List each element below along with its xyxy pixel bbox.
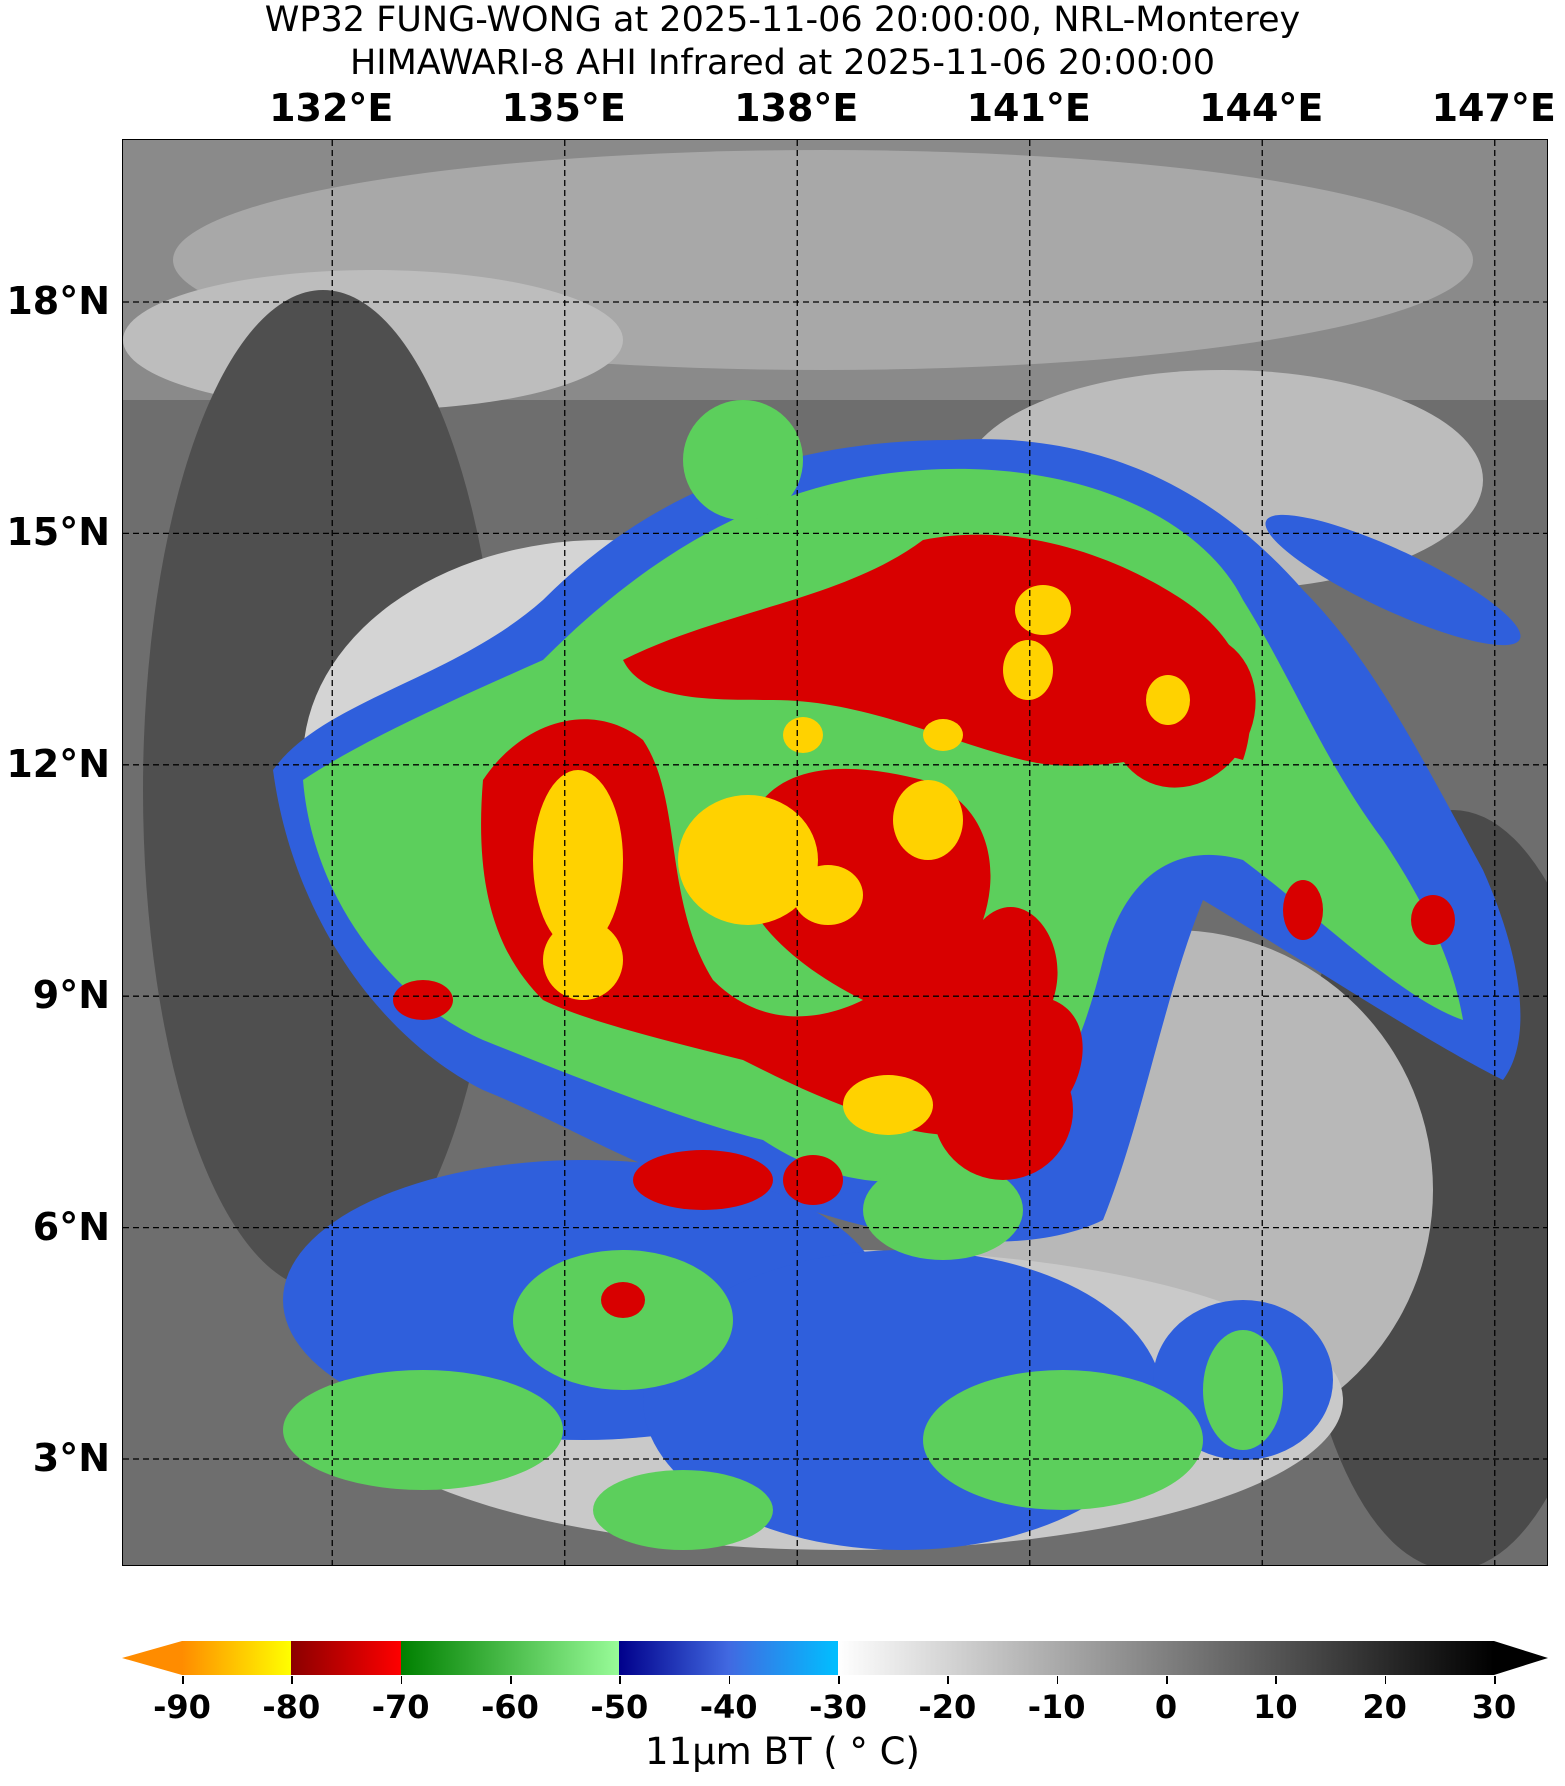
- colorbar-tick-label: -80: [262, 1688, 321, 1726]
- colorbar-tick-label: -90: [153, 1688, 211, 1726]
- gridlines: [123, 140, 1547, 1565]
- colorbar-tick: [400, 1676, 403, 1684]
- latitude-label: 6°N: [32, 1204, 110, 1249]
- colorbar-tick: [291, 1676, 293, 1684]
- longitude-label: 132°E: [269, 86, 394, 130]
- colorbar-segment: [619, 1641, 838, 1675]
- colorbar-tick-label: -60: [481, 1688, 539, 1726]
- cloud-top-yellow: [533, 585, 1190, 1135]
- colorbar-tick: [182, 1676, 184, 1684]
- colorbar-tick-label: -70: [371, 1688, 430, 1726]
- longitude-label: 147°E: [1431, 86, 1556, 130]
- colorbar-tick-label: -40: [699, 1688, 758, 1726]
- colorbar-tick: [1166, 1676, 1168, 1684]
- colorbar-tick-label: -50: [590, 1688, 649, 1726]
- colorbar-tick: [619, 1676, 621, 1684]
- colorbar-tick: [1275, 1676, 1277, 1684]
- longitude-label: 141°E: [966, 86, 1091, 130]
- colorbar-tick-label: 30: [1471, 1688, 1517, 1726]
- colorbar-tick: [1384, 1676, 1387, 1684]
- colorbar-segment: [400, 1641, 620, 1675]
- colorbar: [122, 1641, 1548, 1675]
- colorbar-segment: [838, 1641, 1494, 1675]
- colorbar-tick-label: -10: [1027, 1688, 1086, 1726]
- latitude-label: 15°N: [6, 510, 110, 555]
- colorbar-tick: [1494, 1676, 1496, 1684]
- latitude-label: 18°N: [6, 278, 110, 323]
- colorbar-under-arrow: [122, 1641, 182, 1675]
- colorbar-tick-label: 20: [1362, 1688, 1407, 1726]
- colorbar-tick: [947, 1676, 949, 1684]
- colorbar-tick-label: -30: [809, 1688, 867, 1726]
- title-line-2: HIMAWARI-8 AHI Infrared at 2025-11-06 20…: [349, 43, 1216, 83]
- satellite-map: [122, 139, 1548, 1566]
- title-line-1: WP32 FUNG-WONG at 2025-11-06 20:00:00, N…: [264, 0, 1301, 40]
- latitude-label: 3°N: [32, 1436, 110, 1480]
- longitude-label: 144°E: [1199, 86, 1324, 130]
- longitude-label: 138°E: [734, 86, 859, 130]
- colorbar-tick: [1056, 1676, 1059, 1684]
- colorbar-tick-label: -20: [918, 1688, 977, 1726]
- colorbar-segment: [182, 1641, 292, 1675]
- longitude-label: 135°E: [501, 86, 626, 130]
- colorbar-tick-label: 0: [1154, 1688, 1178, 1726]
- latitude-label: 9°N: [32, 973, 110, 1018]
- colorbar-label: 11μm BT ( ° C): [645, 1730, 920, 1773]
- colorbar-tick: [510, 1676, 512, 1684]
- latitude-label: 12°N: [6, 741, 110, 786]
- infrared-imagery: [123, 140, 1547, 1565]
- colorbar-tick: [838, 1676, 840, 1684]
- colorbar-tick-label: 10: [1253, 1688, 1298, 1726]
- colorbar-segment: [291, 1641, 401, 1675]
- colorbar-over-arrow: [1494, 1641, 1548, 1675]
- colorbar-tick: [728, 1676, 731, 1684]
